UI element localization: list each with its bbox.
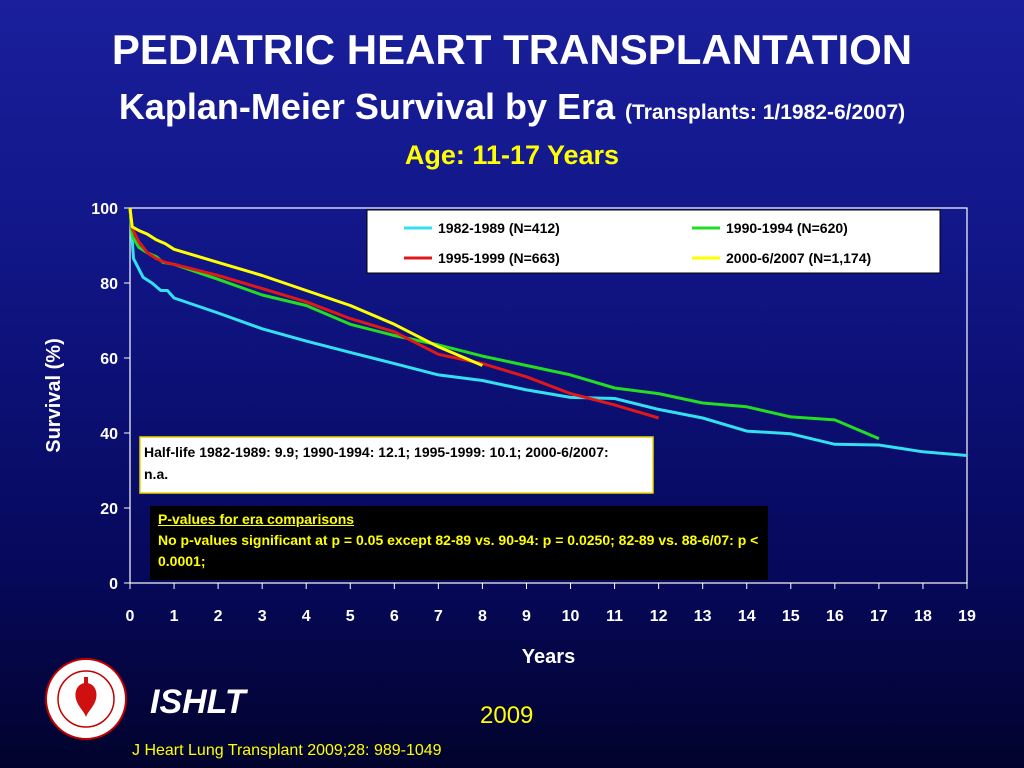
y-tick-label: 40 xyxy=(100,426,118,443)
page-title: PEDIATRIC HEART TRANSPLANTATION xyxy=(111,26,913,73)
p-value-text: No p-values significant at p = 0.05 exce… xyxy=(158,532,759,569)
y-tick-label: 0 xyxy=(109,576,118,593)
x-tick-label: 5 xyxy=(346,608,355,625)
citation: J Heart Lung Transplant 2009;28: 989-104… xyxy=(132,742,442,759)
y-tick-label: 100 xyxy=(91,201,118,218)
heart-lung-emblem xyxy=(75,683,97,717)
legend-label: 1990-1994 (N=620) xyxy=(726,220,848,236)
x-tick-label: 0 xyxy=(126,608,135,625)
x-tick-label: 1 xyxy=(170,608,179,625)
annotations-layer: Half-life 1982-1989: 9.9; 1990-1994: 12.… xyxy=(139,436,768,580)
x-tick-label: 14 xyxy=(738,608,756,625)
x-tick-label: 16 xyxy=(826,608,844,625)
y-tick-label: 20 xyxy=(100,501,118,518)
x-tick-label: 10 xyxy=(562,608,580,625)
series-lines-layer xyxy=(128,207,968,457)
x-tick-label: 6 xyxy=(390,608,399,625)
organization-name: ISHLT xyxy=(150,683,246,721)
legend: 1982-1989 (N=412) 1990-1994 (N=620) 1995-1… xyxy=(366,209,941,274)
x-tick-label: 12 xyxy=(650,608,668,625)
series-line xyxy=(128,207,483,367)
y-axis-title: Survival (%) xyxy=(43,338,65,452)
legend-label: 1995-1999 (N=663) xyxy=(438,250,560,266)
legend-box xyxy=(366,209,941,274)
half-life-box xyxy=(139,436,654,494)
series-line xyxy=(128,207,660,420)
x-tick-label: 11 xyxy=(606,608,623,625)
legend-label: 2000-6/2007 (N=1,174) xyxy=(726,250,871,266)
p-value-title: P-values for era comparisons xyxy=(158,511,355,527)
series-line xyxy=(128,207,968,457)
x-tick-label: 2 xyxy=(214,608,223,625)
ishlt-logo xyxy=(45,658,127,740)
x-tick-label: 7 xyxy=(434,608,443,625)
x-tick-label: 8 xyxy=(478,608,487,625)
x-tick-label: 13 xyxy=(694,608,712,625)
y-tick-label: 80 xyxy=(100,276,118,293)
half-life-text: Half-life 1982-1989: 9.9; 1990-1994: 12.… xyxy=(144,444,609,482)
subtitle-main: Kaplan-Meier Survival by Era xyxy=(118,86,616,127)
y-tick-label: 60 xyxy=(100,351,118,368)
x-tick-label: 3 xyxy=(258,608,267,625)
x-tick-label: 9 xyxy=(522,608,531,625)
legend-label: 1982-1989 (N=412) xyxy=(438,220,560,236)
report-year: 2009 xyxy=(480,702,534,729)
x-tick-label: 17 xyxy=(870,608,888,625)
subtitle-date-range: (Transplants: 1/1982-6/2007) xyxy=(625,101,906,124)
x-axis-title: Years xyxy=(522,646,575,668)
x-tick-label: 15 xyxy=(782,608,800,625)
age-group-label: Age: 11-17 Years xyxy=(404,140,620,170)
p-value-box xyxy=(150,506,768,580)
x-tick-label: 18 xyxy=(914,608,932,625)
chart-subtitle: Kaplan-Meier Survival by Era (Transplant… xyxy=(0,84,1024,136)
plot-area xyxy=(129,207,968,584)
x-tick-label: 19 xyxy=(958,608,976,625)
x-tick-label: 4 xyxy=(302,608,311,625)
